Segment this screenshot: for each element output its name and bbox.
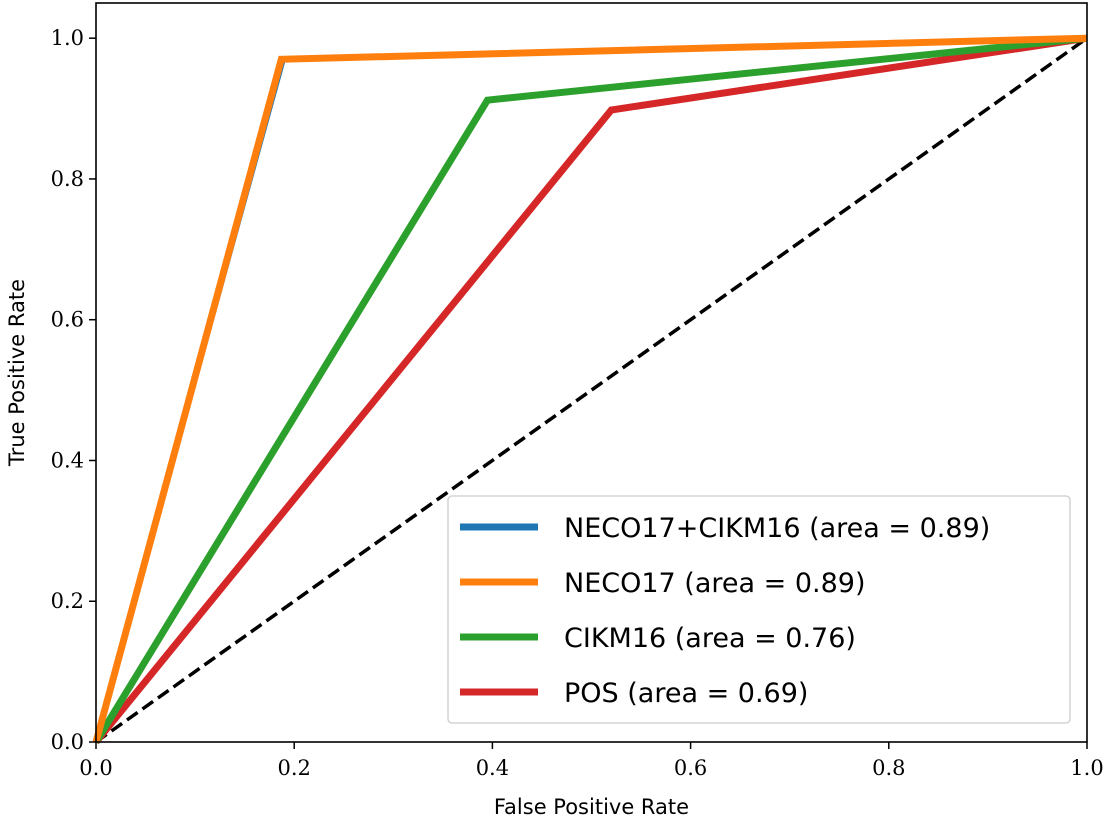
x-tick-label: 0.6 — [674, 756, 707, 780]
y-tick-label: 0.8 — [51, 167, 84, 191]
plot-frame — [95, 2, 1088, 743]
legend-box — [447, 495, 1071, 724]
y-tick-label: 0.2 — [51, 589, 84, 613]
y-tick-label: 1.0 — [51, 26, 84, 50]
series-layer — [92, 34, 1089, 745]
legend-label-1: NECO17 (area = 0.89) — [564, 568, 865, 599]
y-axis-label: True Positive Rate — [5, 279, 29, 467]
series-line-3 — [93, 34, 1088, 745]
legend-label-3: POS (area = 0.69) — [564, 678, 808, 709]
ticks-layer: 0.0 0.2 0.4 0.6 0.8 1.0 0.0 0.2 0.4 0.6 0.8 1.0 — [51, 26, 1104, 780]
legend: NECO17+CIKM16 (area = 0.89) NECO17 (area … — [447, 495, 1071, 724]
series-line-1 — [92, 34, 1088, 743]
y-tick-label: 0.4 — [51, 448, 84, 472]
x-tick-label: 0.4 — [476, 756, 509, 780]
reference-diagonal-line — [94, 36, 1089, 744]
x-tick-label: 0.2 — [277, 756, 310, 780]
legend-label-0: NECO17+CIKM16 (area = 0.89) — [564, 513, 990, 544]
series-line-2 — [93, 34, 1088, 744]
y-tick-label: 0.0 — [51, 730, 84, 754]
x-tick-label: 0.8 — [872, 756, 905, 780]
x-tick-label: 0.0 — [79, 756, 112, 780]
x-tick-label: 1.0 — [1070, 756, 1103, 780]
x-axis-label: False Positive Rate — [494, 795, 689, 819]
y-tick-label: 0.6 — [51, 308, 84, 332]
legend-label-2: CIKM16 (area = 0.76) — [564, 623, 856, 654]
